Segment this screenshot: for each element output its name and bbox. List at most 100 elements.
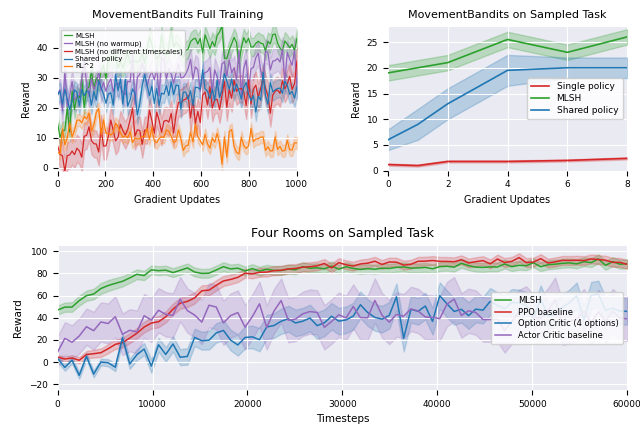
Shared policy — [278, 91, 286, 96]
Line: Shared policy: Shared policy — [58, 70, 297, 115]
MLSH (no warmup) — [293, 85, 301, 90]
Actor Critic baseline — [566, 319, 573, 324]
Actor Critic baseline — [54, 350, 61, 355]
MLSH — [400, 264, 408, 270]
Line: MLSH: MLSH — [58, 259, 627, 310]
MLSH — [384, 70, 392, 76]
MLSH (no warmup) — [278, 47, 286, 52]
PPO baseline — [623, 262, 631, 267]
MLSH — [623, 34, 631, 39]
MLSH — [179, 55, 187, 60]
MLSH (no warmup) — [179, 75, 187, 80]
MLSH — [102, 76, 110, 82]
MLSH — [306, 266, 314, 271]
Option Critic (4 options) — [623, 309, 631, 314]
Line: MLSH: MLSH — [388, 37, 627, 73]
Single policy — [444, 159, 452, 164]
RL^2 — [179, 148, 187, 153]
RL^2 — [199, 142, 207, 148]
Shared policy — [504, 68, 511, 73]
Single policy — [384, 162, 392, 167]
Actor Critic baseline — [177, 296, 184, 302]
MLSH — [286, 45, 294, 51]
MLSH — [218, 23, 226, 28]
MLSH — [564, 50, 572, 55]
MLSH (no different timescales) — [293, 58, 301, 64]
Shared policy — [293, 85, 301, 90]
RL^2 — [102, 131, 110, 136]
MLSH — [422, 265, 429, 270]
MLSH — [278, 48, 286, 53]
Y-axis label: Reward: Reward — [13, 299, 24, 337]
Legend: MLSH, MLSH (no warmup), MLSH (no different timescales), Shared policy, RL^2: MLSH, MLSH (no warmup), MLSH (no differe… — [61, 30, 186, 72]
RL^2 — [218, 162, 226, 167]
Single policy — [504, 159, 511, 164]
Actor Critic baseline — [314, 310, 321, 315]
Line: Single policy: Single policy — [388, 159, 627, 166]
PPO baseline — [76, 358, 83, 363]
MLSH (no warmup) — [102, 89, 110, 94]
Option Critic (4 options) — [407, 307, 415, 312]
MLSH — [392, 264, 400, 270]
Shared policy — [444, 101, 452, 106]
Y-axis label: Reward: Reward — [21, 81, 31, 117]
MLSH (no warmup) — [54, 91, 61, 97]
Actor Critic baseline — [451, 296, 458, 302]
MLSH (no different timescales) — [276, 91, 284, 96]
MLSH (no different timescales) — [112, 138, 120, 144]
MLSH — [54, 307, 61, 313]
MLSH — [293, 36, 301, 41]
PPO baseline — [314, 263, 321, 268]
Actor Critic baseline — [407, 306, 415, 311]
MLSH — [444, 60, 452, 65]
PPO baseline — [429, 258, 436, 263]
Shared policy — [54, 93, 61, 98]
X-axis label: Gradient Updates: Gradient Updates — [465, 195, 550, 205]
MLSH — [56, 135, 64, 140]
MLSH (no different timescales) — [179, 97, 187, 103]
Option Critic (4 options) — [595, 291, 602, 297]
Option Critic (4 options) — [451, 309, 458, 314]
MLSH — [623, 261, 631, 266]
RL^2 — [95, 106, 102, 111]
Title: Four Rooms on Sampled Task: Four Rooms on Sampled Task — [251, 227, 434, 241]
MLSH (no different timescales) — [102, 143, 110, 148]
PPO baseline — [54, 354, 61, 360]
X-axis label: Timesteps: Timesteps — [316, 414, 369, 424]
Shared policy — [384, 137, 392, 143]
PPO baseline — [515, 255, 523, 260]
Shared policy — [199, 67, 207, 72]
Single policy — [623, 156, 631, 161]
Option Critic (4 options) — [429, 319, 436, 324]
MLSH (no warmup) — [59, 108, 67, 113]
Shared policy — [179, 89, 187, 95]
Option Critic (4 options) — [76, 373, 83, 378]
MLSH (no different timescales) — [284, 81, 291, 86]
Line: MLSH (no warmup): MLSH (no warmup) — [58, 49, 297, 111]
Shared policy — [109, 102, 117, 108]
Title: MovementBandits on Sampled Task: MovementBandits on Sampled Task — [408, 10, 607, 20]
MLSH (no different timescales) — [199, 93, 207, 98]
Shared policy — [286, 92, 294, 97]
Shared policy — [564, 65, 572, 70]
X-axis label: Gradient Updates: Gradient Updates — [134, 195, 220, 205]
Option Critic (4 options) — [400, 335, 408, 341]
Legend: MLSH, PPO baseline, Option Critic (4 options), Actor Critic baseline: MLSH, PPO baseline, Option Critic (4 opt… — [491, 292, 623, 344]
MLSH (no different timescales) — [54, 143, 61, 148]
RL^2 — [112, 120, 120, 126]
Shared policy — [623, 65, 631, 70]
Option Critic (4 options) — [54, 356, 61, 361]
PPO baseline — [400, 262, 408, 268]
RL^2 — [54, 150, 61, 155]
RL^2 — [278, 148, 286, 154]
MLSH — [112, 52, 120, 58]
MLSH (no different timescales) — [61, 169, 68, 174]
Actor Critic baseline — [623, 316, 631, 322]
Y-axis label: Reward: Reward — [351, 81, 361, 117]
Actor Critic baseline — [429, 315, 436, 320]
MLSH — [504, 37, 511, 42]
Title: MovementBandits Full Training: MovementBandits Full Training — [92, 10, 263, 20]
Line: RL^2: RL^2 — [58, 109, 297, 164]
RL^2 — [293, 140, 301, 146]
Single policy — [414, 163, 422, 168]
